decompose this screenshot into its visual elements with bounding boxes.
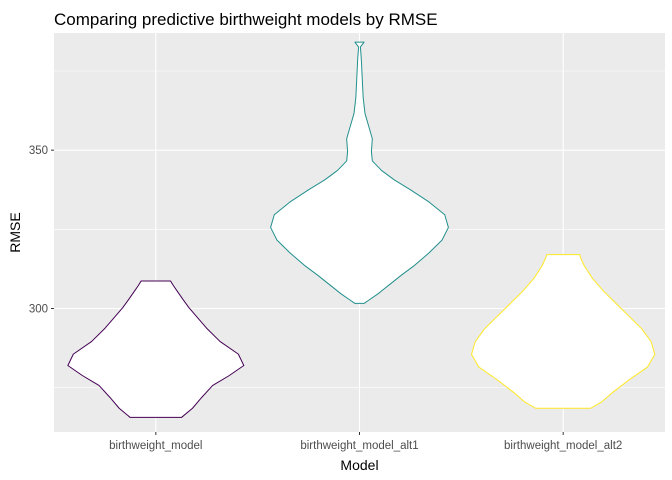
x-tick-label: birthweight_model_alt2 (504, 440, 622, 452)
violin-birthweight-model (67, 280, 245, 418)
y-tick-label: 350 (29, 145, 48, 157)
x-axis: birthweight_model birthweight_model_alt1 b… (109, 432, 622, 452)
y-tick-label: 300 (29, 304, 48, 316)
violin-birthweight-model-alt1 (270, 41, 449, 304)
y-axis-title: RMSE (7, 212, 23, 252)
x-tick-label: birthweight_model (109, 440, 202, 452)
y-axis: 300 350 (29, 145, 54, 316)
chart-title: Comparing predictive birthweight models … (54, 10, 438, 29)
violins (67, 41, 656, 418)
x-axis-title: Model (340, 457, 378, 473)
violin-birthweight-model-alt2 (471, 254, 656, 409)
x-tick-label: birthweight_model_alt1 (300, 440, 418, 452)
